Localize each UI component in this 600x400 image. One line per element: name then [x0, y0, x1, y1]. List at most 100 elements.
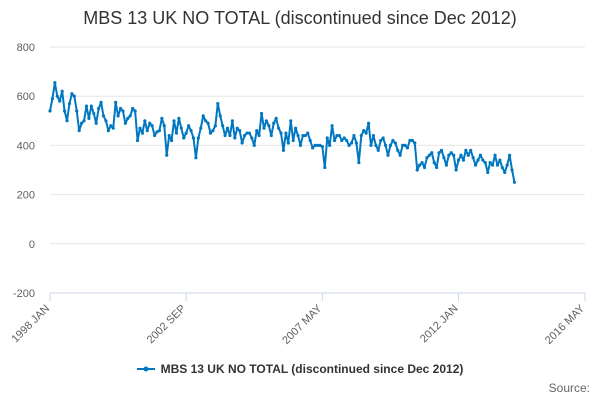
data-point[interactable]: [109, 124, 113, 128]
data-point[interactable]: [315, 143, 320, 147]
data-point[interactable]: [84, 104, 89, 108]
data-point[interactable]: [369, 143, 373, 147]
data-point[interactable]: [58, 99, 62, 103]
data-point[interactable]: [362, 129, 366, 133]
data-point[interactable]: [318, 143, 322, 147]
data-point[interactable]: [289, 119, 293, 123]
data-point[interactable]: [97, 106, 101, 111]
data-point[interactable]: [123, 121, 127, 125]
data-point[interactable]: [469, 148, 473, 152]
data-point[interactable]: [60, 89, 64, 93]
data-point[interactable]: [381, 136, 385, 140]
data-point[interactable]: [252, 143, 256, 147]
data-point[interactable]: [276, 126, 281, 130]
data-point[interactable]: [330, 124, 334, 128]
data-point[interactable]: [162, 124, 166, 128]
data-point[interactable]: [439, 148, 444, 152]
data-point[interactable]: [240, 141, 244, 145]
data-point[interactable]: [323, 165, 327, 170]
data-point[interactable]: [313, 143, 317, 147]
data-point[interactable]: [99, 100, 103, 104]
data-point[interactable]: [152, 133, 157, 138]
data-point[interactable]: [466, 153, 470, 157]
data-point[interactable]: [167, 133, 171, 138]
data-point[interactable]: [298, 143, 303, 147]
data-point[interactable]: [510, 168, 514, 172]
data-point[interactable]: [148, 121, 152, 125]
data-point[interactable]: [403, 143, 407, 147]
data-point[interactable]: [116, 114, 120, 118]
data-point[interactable]: [247, 131, 252, 135]
data-point[interactable]: [442, 156, 446, 160]
data-point[interactable]: [242, 133, 247, 138]
data-point[interactable]: [70, 92, 74, 96]
data-point[interactable]: [145, 129, 149, 133]
data-point[interactable]: [62, 109, 67, 113]
data-point[interactable]: [345, 138, 349, 143]
data-point[interactable]: [379, 138, 383, 143]
data-point[interactable]: [75, 109, 79, 113]
data-point[interactable]: [114, 100, 118, 104]
data-point[interactable]: [238, 129, 242, 133]
data-point[interactable]: [376, 148, 380, 152]
data-point[interactable]: [461, 158, 466, 162]
data-point[interactable]: [87, 116, 91, 120]
data-point[interactable]: [135, 138, 140, 143]
data-point[interactable]: [106, 129, 110, 133]
data-point[interactable]: [50, 97, 55, 101]
data-point[interactable]: [223, 133, 227, 138]
data-point[interactable]: [160, 116, 164, 120]
data-point[interactable]: [179, 126, 183, 130]
data-point[interactable]: [364, 131, 368, 135]
data-point[interactable]: [228, 133, 232, 138]
data-point[interactable]: [264, 119, 269, 123]
data-point[interactable]: [340, 138, 344, 143]
data-point[interactable]: [498, 158, 502, 162]
data-point[interactable]: [435, 165, 439, 170]
data-point[interactable]: [413, 141, 417, 145]
data-point[interactable]: [206, 121, 210, 125]
data-point[interactable]: [296, 133, 300, 138]
data-point[interactable]: [286, 141, 290, 145]
data-point[interactable]: [126, 116, 130, 120]
data-point[interactable]: [357, 161, 361, 165]
data-point[interactable]: [294, 126, 298, 130]
data-point[interactable]: [396, 148, 400, 152]
data-point[interactable]: [437, 151, 441, 155]
data-point[interactable]: [488, 161, 492, 165]
data-point[interactable]: [422, 165, 427, 170]
data-point[interactable]: [77, 129, 81, 133]
data-point[interactable]: [405, 146, 410, 150]
data-point[interactable]: [230, 119, 234, 123]
data-point[interactable]: [196, 136, 200, 140]
data-point[interactable]: [233, 136, 237, 140]
data-point[interactable]: [486, 170, 490, 175]
data-point[interactable]: [82, 119, 86, 123]
data-point[interactable]: [391, 138, 395, 143]
data-point[interactable]: [303, 133, 307, 138]
data-point[interactable]: [118, 106, 123, 111]
data-point[interactable]: [308, 138, 312, 143]
data-point[interactable]: [456, 158, 461, 162]
data-point[interactable]: [272, 121, 276, 125]
data-point[interactable]: [89, 104, 93, 108]
data-point[interactable]: [101, 114, 106, 118]
data-point[interactable]: [328, 143, 332, 147]
data-point[interactable]: [262, 126, 266, 130]
data-point[interactable]: [121, 109, 125, 113]
data-point[interactable]: [354, 141, 359, 145]
data-point[interactable]: [111, 126, 115, 130]
data-point[interactable]: [80, 121, 84, 125]
data-point[interactable]: [128, 114, 132, 118]
data-point[interactable]: [94, 121, 98, 125]
data-point[interactable]: [425, 156, 429, 160]
data-point[interactable]: [199, 126, 203, 130]
data-point[interactable]: [53, 81, 57, 85]
data-point[interactable]: [65, 119, 69, 123]
data-point[interactable]: [444, 163, 448, 167]
data-point[interactable]: [512, 180, 517, 184]
data-point[interactable]: [478, 153, 483, 157]
data-point[interactable]: [420, 161, 424, 165]
data-point[interactable]: [352, 133, 356, 138]
data-point[interactable]: [184, 131, 188, 135]
